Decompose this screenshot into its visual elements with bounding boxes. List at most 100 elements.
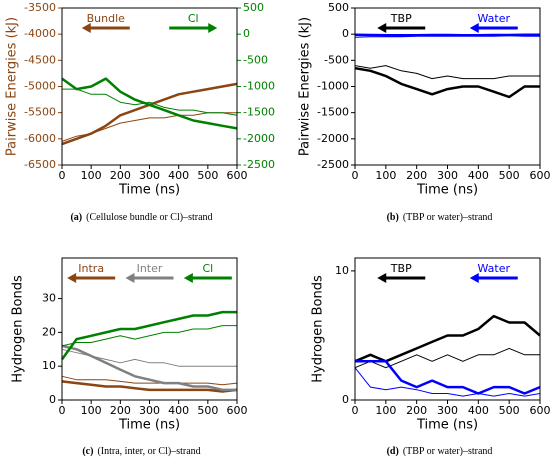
caption: (a) (Cellulose bundle or Cl)–strand bbox=[70, 212, 212, 223]
y-axis-label: Hydrogen Bonds bbox=[311, 275, 326, 383]
x-axis-label: Time (ns) bbox=[118, 183, 180, 198]
y2-tick-label: 0 bbox=[243, 27, 250, 40]
legend-label: Bundle bbox=[87, 12, 126, 25]
y-tick-label: -2500 bbox=[317, 158, 349, 171]
y-tick-label: -3500 bbox=[24, 1, 56, 14]
y2-tick-label: -2500 bbox=[243, 158, 275, 171]
caption-label: (d) bbox=[387, 446, 399, 457]
x-tick-label: 500 bbox=[499, 169, 520, 182]
x-tick-label: 400 bbox=[168, 404, 189, 417]
plot-frame bbox=[354, 257, 541, 401]
caption: (c) (Intra, inter, or Cl)–strand bbox=[82, 446, 200, 457]
x-tick-label: 400 bbox=[468, 169, 489, 182]
legend-arrowhead bbox=[183, 273, 193, 283]
x-axis-label: Time (ns) bbox=[416, 418, 478, 433]
y-tick-label: 0 bbox=[342, 393, 349, 406]
y-tick-label: -6500 bbox=[24, 158, 56, 171]
series-line bbox=[354, 35, 540, 38]
x-axis-label: Time (ns) bbox=[118, 418, 180, 433]
caption-text: (Cellulose bundle or Cl)–strand bbox=[86, 212, 212, 223]
legend-label: Inter bbox=[137, 262, 163, 275]
y-tick-label: -5000 bbox=[24, 80, 56, 93]
series-line bbox=[354, 66, 540, 99]
series-line bbox=[354, 33, 540, 37]
series-line bbox=[61, 112, 237, 142]
legend-arrowhead bbox=[469, 273, 479, 283]
plot-frame bbox=[354, 7, 541, 166]
y-tick-label: 30 bbox=[42, 292, 56, 305]
series-line bbox=[61, 380, 238, 393]
series-line bbox=[61, 375, 238, 386]
x-tick-label: 600 bbox=[530, 404, 550, 417]
y2-tick-label: -1000 bbox=[243, 80, 275, 93]
x-tick-label: 0 bbox=[352, 169, 359, 182]
y-tick-label: 0 bbox=[342, 27, 349, 40]
caption-label: (c) bbox=[82, 446, 93, 457]
legend-arrowhead bbox=[469, 23, 479, 33]
series-line bbox=[61, 325, 237, 347]
legend-label: Cl bbox=[188, 12, 199, 25]
x-tick-label: 500 bbox=[499, 404, 520, 417]
x-tick-label: 100 bbox=[81, 169, 102, 182]
legend-arrowhead bbox=[377, 273, 387, 283]
x-tick-label: 500 bbox=[197, 169, 218, 182]
x-tick-label: 300 bbox=[437, 169, 458, 182]
legend-label: TBP bbox=[390, 262, 412, 275]
x-tick-label: 500 bbox=[197, 404, 218, 417]
plot-frame bbox=[61, 257, 238, 401]
series-line bbox=[354, 367, 541, 397]
y2-tick-label: -500 bbox=[243, 53, 268, 66]
y-axis-label: Pairwise Energies (kJ) bbox=[5, 17, 20, 156]
y-tick-label: 20 bbox=[42, 325, 56, 338]
x-tick-label: 300 bbox=[437, 404, 458, 417]
x-tick-label: 300 bbox=[139, 404, 160, 417]
y-tick-label: -1000 bbox=[317, 80, 349, 93]
series-line bbox=[355, 360, 541, 395]
y-tick-label: 10 bbox=[335, 264, 349, 277]
caption-text: (TBP or water)–strand bbox=[403, 446, 493, 457]
x-tick-label: 200 bbox=[110, 169, 131, 182]
y-tick-label: -6000 bbox=[24, 132, 56, 145]
y-tick-label: -500 bbox=[324, 53, 349, 66]
x-tick-label: 0 bbox=[59, 404, 66, 417]
y-tick-label: 10 bbox=[42, 359, 56, 372]
series-line bbox=[354, 347, 540, 369]
x-tick-label: 100 bbox=[375, 169, 396, 182]
legend-label: Water bbox=[477, 262, 510, 275]
x-tick-label: 0 bbox=[352, 404, 359, 417]
x-tick-label: 100 bbox=[375, 404, 396, 417]
x-tick-label: 600 bbox=[227, 404, 248, 417]
legend-label: Intra bbox=[78, 262, 104, 275]
legend-arrowhead bbox=[125, 273, 135, 283]
y-tick-label: -4000 bbox=[24, 27, 56, 40]
series-line bbox=[60, 310, 237, 361]
series-line bbox=[61, 348, 237, 367]
y-tick-label: -5500 bbox=[24, 106, 56, 119]
y-tick-label: -1500 bbox=[317, 106, 349, 119]
legend-arrowhead bbox=[81, 23, 91, 33]
x-tick-label: 400 bbox=[468, 404, 489, 417]
x-tick-label: 100 bbox=[81, 404, 102, 417]
legend-label: Cl bbox=[202, 262, 213, 275]
series-line bbox=[354, 65, 540, 80]
caption: (b) (TBP or water)–strand bbox=[387, 212, 493, 223]
y-tick-label: 500 bbox=[328, 1, 349, 14]
y-axis-label: Hydrogen Bonds bbox=[11, 275, 26, 383]
plot-frame bbox=[61, 7, 238, 166]
y2-tick-label: -2000 bbox=[243, 132, 275, 145]
caption: (d) (TBP or water)–strand bbox=[387, 446, 493, 457]
legend-arrowhead bbox=[67, 273, 77, 283]
x-tick-label: 600 bbox=[530, 169, 550, 182]
x-tick-label: 600 bbox=[227, 169, 248, 182]
x-tick-label: 400 bbox=[168, 169, 189, 182]
y2-tick-label: 500 bbox=[243, 1, 264, 14]
caption-label: (b) bbox=[387, 212, 399, 223]
y-axis-label: Pairwise Energies (kJ) bbox=[298, 17, 313, 156]
caption-text: (Intra, inter, or Cl)–strand bbox=[97, 446, 200, 457]
caption-text: (TBP or water)–strand bbox=[403, 212, 493, 223]
y-tick-label: -4500 bbox=[24, 53, 56, 66]
x-axis-label: Time (ns) bbox=[416, 183, 478, 198]
caption-label: (a) bbox=[70, 212, 82, 223]
series-line bbox=[62, 88, 238, 116]
